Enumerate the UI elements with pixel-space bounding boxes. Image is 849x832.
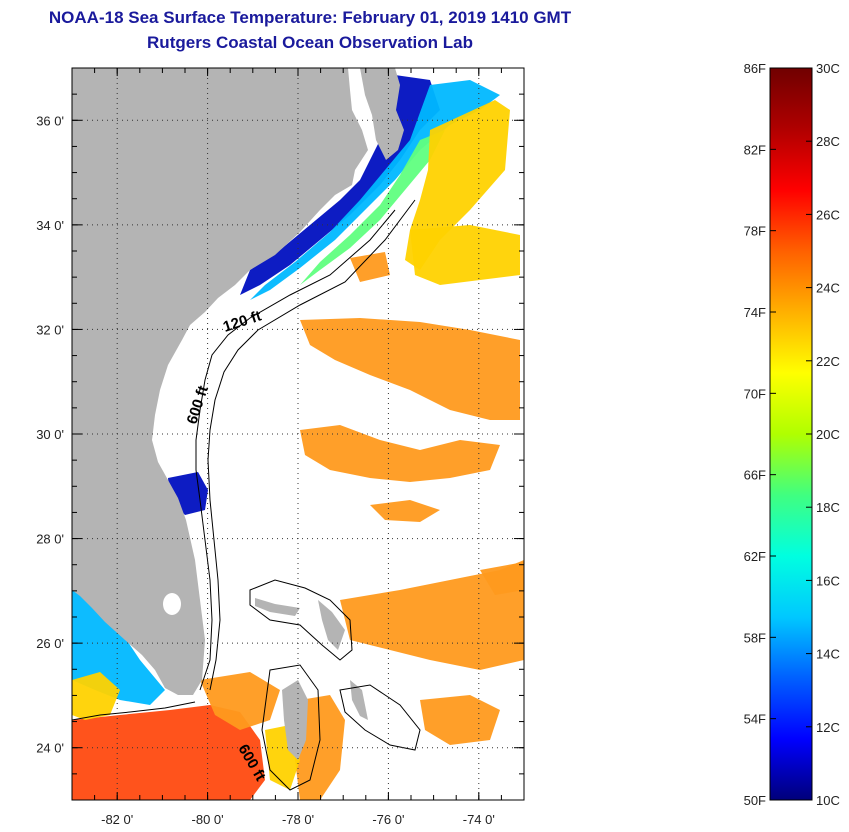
bahamas-andros [282,680,308,760]
colorbar-c-label: 30C [816,61,840,76]
colorbar-f-label: 66F [744,468,766,483]
colorbar-f-label: 62F [744,549,766,564]
colorbar-f-label: 70F [744,386,766,401]
sst-patch [420,695,500,745]
sst-patch [295,695,345,800]
map-axes: -82 0' -80 0' -78 0' -76 0' -74 0' 36 0' 34 0'… [36,68,524,827]
sst-patches [72,75,524,800]
sst-patch [410,225,520,285]
bahamas-grand [255,598,300,616]
lat-tick-label: 26 0' [36,636,64,651]
colorbar-c-label: 18C [816,500,840,515]
colorbar-c-label: 10C [816,793,840,808]
lat-tick-label: 32 0' [36,322,64,337]
contour-120ft [195,209,396,691]
bahamas-eleuthera [350,680,368,720]
sst-patch [200,672,280,730]
lon-tick-label: -78 0' [282,812,314,827]
sst-patch [480,562,524,595]
map-title: NOAA-18 Sea Surface Temperature: Februar… [48,8,572,27]
colorbar-f-label: 86F [744,61,766,76]
lat-tick-label: 30 0' [36,427,64,442]
colorbar-c-label: 24C [816,281,840,296]
map-area: 120 ft 600 ft 600 ft [72,68,524,800]
lat-tick-label: 24 0' [36,741,64,756]
contour-bahamas-2 [261,664,321,791]
outer-banks [360,68,404,160]
sst-patch [300,318,520,420]
contour-keys [72,701,196,721]
colorbar-f-label: 54F [744,712,766,727]
sst-patch [370,500,440,522]
colorbar-f-label: 78F [744,224,766,239]
lat-tick-label: 28 0' [36,532,64,547]
colorbar-c-label: 16C [816,573,840,588]
lake-okeechobee [163,593,181,615]
bahamas-abaco [318,600,345,650]
colorbar-c-label: 20C [816,427,840,442]
lon-tick-label: -74 0' [463,812,495,827]
sst-patch [300,425,500,482]
colorbar-f-label: 58F [744,630,766,645]
colorbar-c-label: 14C [816,647,840,662]
sst-patch [72,705,265,800]
colorbar-c-label: 28C [816,134,840,149]
colorbar-f-label: 74F [744,305,766,320]
graticule [72,68,524,800]
colorbar-f-label: 82F [744,142,766,157]
colorbar-c-label: 12C [816,720,840,735]
sst-patch [72,672,120,720]
sst-patch [340,560,524,670]
colorbar-ticks: 30C 28C 26C 24C 22C 20C 18C 16C 14C 12C 10C 86F 82F 7… [744,61,840,808]
map-subtitle: Rutgers Coastal Ocean Observation Lab [147,33,473,52]
lat-tick-label: 34 0' [36,218,64,233]
lon-tick-label: -76 0' [372,812,404,827]
colorbar-c-label: 26C [816,207,840,222]
land-mass [72,68,368,695]
contour-bahamas-1 [249,579,353,661]
contour-600ft [207,199,416,691]
lat-tick-label: 36 0' [36,113,64,128]
colorbar-c-label: 22C [816,354,840,369]
colorbar-f-label: 50F [744,793,766,808]
lon-tick-label: -82 0' [101,812,133,827]
contour-bahamas-3 [339,684,421,751]
lon-tick-label: -80 0' [192,812,224,827]
sst-patch [405,100,510,270]
sst-patch [350,252,390,282]
colorbar [769,67,813,801]
sst-patch [300,130,445,285]
